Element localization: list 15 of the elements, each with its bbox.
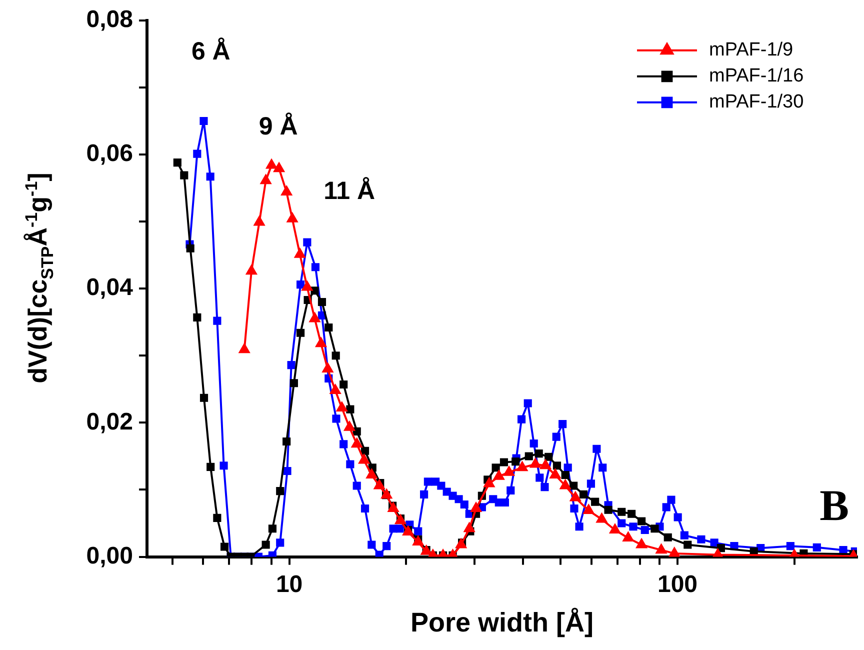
legend-label: mPAF-1/9	[709, 40, 794, 61]
y-tick-label: 0,02	[86, 408, 133, 436]
y-tick-label: 0,06	[86, 140, 133, 168]
legend-label: mPAF-1/30	[709, 92, 804, 113]
annotation: 11 Å	[324, 176, 376, 205]
x-tick-label: 10	[276, 570, 303, 598]
annotation: B	[820, 481, 849, 530]
y-tick-label: 0,00	[86, 542, 133, 570]
y-tick-label: 0,08	[86, 6, 133, 34]
annotation: 9 Å	[258, 112, 298, 141]
annotation: 6 Å	[191, 36, 230, 66]
x-axis-title: Pore width [Å]	[410, 607, 594, 638]
legend-label: mPAF-1/16	[709, 66, 804, 87]
y-tick-label: 0,04	[86, 274, 134, 302]
x-tick-label: 100	[657, 570, 698, 598]
